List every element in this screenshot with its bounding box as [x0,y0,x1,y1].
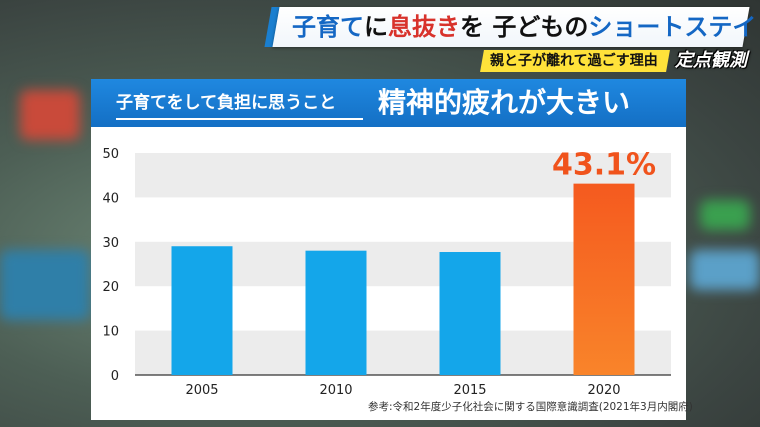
background-shape [0,250,90,320]
headline-part: に [364,13,388,41]
headline-part: を 子どもの [460,13,589,41]
chart-title: 精神的疲れが大きい [378,86,631,119]
y-tick-label: 20 [102,280,119,295]
headline-title: 子育てに息抜きを 子どものショートステイ [292,10,756,44]
headline-part: 子育て [292,13,364,41]
y-tick-label: 30 [102,236,119,251]
chart-title-left: 子育てをして負担に思うこと [116,88,363,120]
x-tick-label: 2010 [319,383,352,398]
headline-part: 息抜き [388,13,460,41]
data-label: 43.1% [552,148,656,183]
subheadline: 親と子が離れて過ごす理由 [490,53,658,69]
y-tick-label: 0 [111,369,119,384]
bar-2020 [573,183,635,375]
program-logo: 定点観測 [675,50,747,71]
source-note: 参考:令和2年度少子化社会に関する国際意識調査(2021年3月内閣府) [368,401,693,413]
y-tick-label: 40 [102,191,119,206]
x-tick-label: 2020 [587,383,620,398]
y-tick-label: 10 [102,325,119,340]
x-tick-label: 2015 [453,383,486,398]
bar-chart: 0 10 20 30 40 50 2005 2010 2015 2020 43.1% [102,147,671,398]
background-shape [20,90,80,140]
y-tick-label: 50 [102,147,119,162]
background-shape [700,200,750,230]
headline-part: ショートステイ [588,13,757,41]
bar-2005 [171,246,233,375]
bar-2010 [305,250,367,375]
background-shape [690,250,760,290]
bar-2015 [439,252,501,375]
x-tick-label: 2005 [185,383,218,398]
